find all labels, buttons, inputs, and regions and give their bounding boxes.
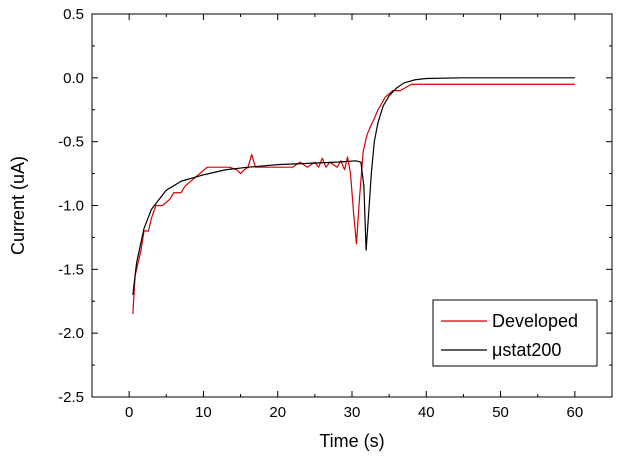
series-line-developed bbox=[132, 83, 575, 315]
legend-label-ustat200: μstat200 bbox=[492, 340, 561, 360]
x-tick-label: 60 bbox=[567, 404, 584, 421]
x-axis-ticks: 0 10 20 30 40 50 60 bbox=[91, 14, 613, 421]
legend-box bbox=[432, 299, 598, 367]
series-layer bbox=[132, 77, 575, 315]
legend: Developed μstat200 bbox=[432, 299, 598, 367]
x-tick-label: 10 bbox=[195, 404, 212, 421]
y-tick-label: -1.5 bbox=[58, 261, 84, 278]
y-tick-label: -0.5 bbox=[58, 134, 84, 151]
series-line-ustat200 bbox=[132, 77, 575, 295]
legend-label-developed: Developed bbox=[492, 311, 578, 331]
x-tick-label: 40 bbox=[418, 404, 435, 421]
y-tick-label: -2.5 bbox=[58, 389, 84, 406]
y-tick-label: 0.0 bbox=[63, 70, 84, 87]
x-tick-label: 50 bbox=[492, 404, 509, 421]
y-tick-label: -2.0 bbox=[58, 325, 84, 342]
x-tick-label: 30 bbox=[344, 404, 361, 421]
x-tick-label: 0 bbox=[125, 404, 133, 421]
y-axis-ticks: -2.5 -2.0 -1.5 -1.0 -0.5 0.0 0.5 bbox=[58, 6, 612, 406]
x-tick-label: 20 bbox=[269, 404, 286, 421]
y-axis-label: Current (uA) bbox=[8, 156, 28, 255]
x-axis-label: Time (s) bbox=[319, 431, 384, 451]
y-tick-label: 0.5 bbox=[63, 6, 84, 23]
y-tick-label: -1.0 bbox=[58, 198, 84, 215]
